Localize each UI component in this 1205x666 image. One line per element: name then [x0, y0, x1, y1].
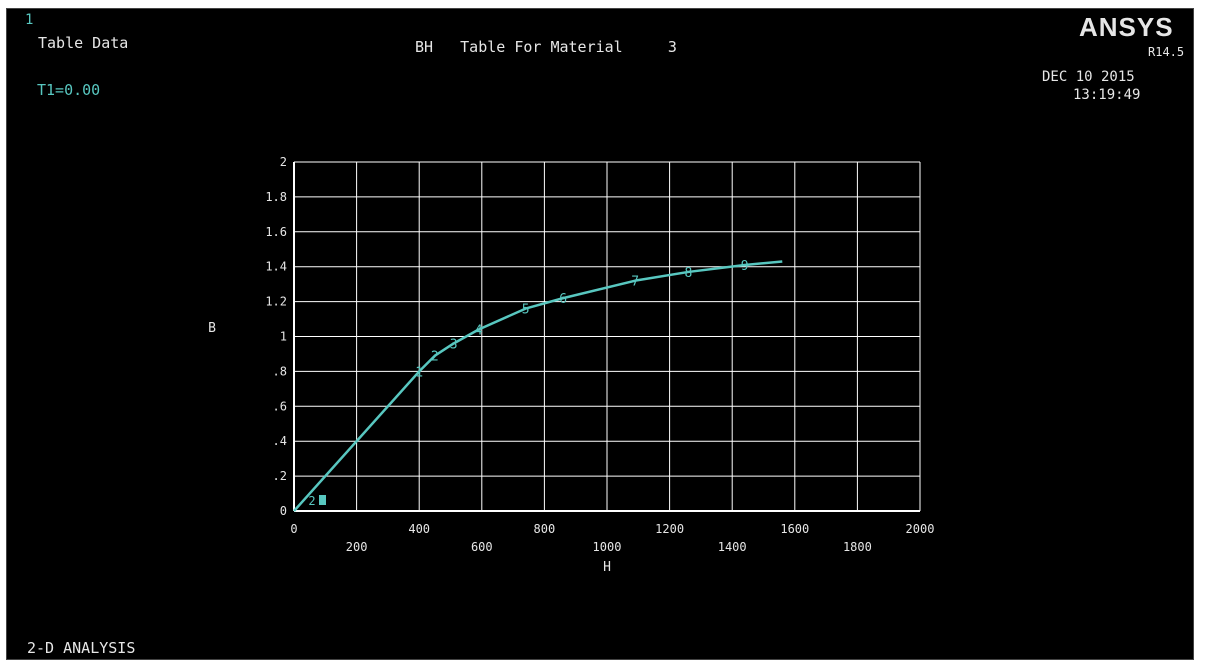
x-tick-label: 800	[534, 522, 556, 536]
y-tick-label: 1	[280, 330, 287, 344]
ansys-logo: ANSYS	[1079, 12, 1174, 42]
analysis-type-label: 2-D ANALYSIS	[27, 639, 136, 657]
date-label: DEC 10 2015	[1042, 69, 1135, 85]
y-tick-label: 1.6	[265, 225, 287, 239]
x-axis-label: H	[603, 560, 611, 575]
data-point-label: 7	[631, 275, 639, 290]
y-tick-label: 1.2	[265, 295, 287, 309]
data-point-label: 1	[415, 365, 423, 380]
data-point-label: 9	[741, 259, 749, 274]
x-tick-label: 2000	[906, 522, 935, 536]
data-point-label: 8	[684, 266, 692, 281]
temperature-label: T1=0.00	[37, 81, 101, 99]
y-tick-label: .2	[273, 469, 287, 483]
x-tick-label: 0	[290, 522, 297, 536]
y-tick-label: .4	[273, 434, 287, 448]
y-axis-label: B	[208, 321, 216, 336]
data-point-label: 5	[522, 303, 530, 318]
time-label: 13:19:49	[1073, 87, 1141, 103]
x-tick-label: 600	[471, 540, 493, 554]
y-tick-label: .6	[273, 399, 287, 413]
x-tick-label: 1800	[843, 540, 872, 554]
bh-curve-line	[293, 260, 783, 512]
x-tick-label: 1000	[593, 540, 622, 554]
x-tick-label: 400	[408, 522, 430, 536]
data-point-label: 3	[450, 337, 458, 352]
data-point-label: 6	[559, 292, 567, 307]
x-tick-label: 1600	[780, 522, 809, 536]
plot-title: BH Table For Material 3	[415, 38, 677, 56]
data-point-label: 2	[431, 350, 439, 365]
legend-marker-label: 2	[308, 494, 315, 508]
y-tick-label: 0	[280, 504, 287, 518]
x-tick-label: 200	[346, 540, 368, 554]
y-tick-label: .8	[273, 364, 287, 378]
x-tick-label: 1200	[655, 522, 684, 536]
data-point-label: 4	[475, 324, 483, 339]
y-tick-label: 1.8	[265, 190, 287, 204]
graphics-window: 1 Table Data T1=0.00 BH Table For Materi…	[6, 8, 1194, 660]
plot-type-label: Table Data	[38, 34, 129, 52]
version-label: R14.5	[1148, 45, 1185, 59]
y-tick-label: 2	[280, 155, 287, 169]
x-tick-label: 1400	[718, 540, 747, 554]
y-tick-label: 1.4	[265, 260, 287, 274]
window-number: 1	[25, 12, 34, 28]
bh-curve-chart: 0 200 400 600 800 1000 1200 1400 1600 1800 2000 0 .2…	[208, 155, 935, 575]
legend-marker-box	[319, 495, 326, 505]
